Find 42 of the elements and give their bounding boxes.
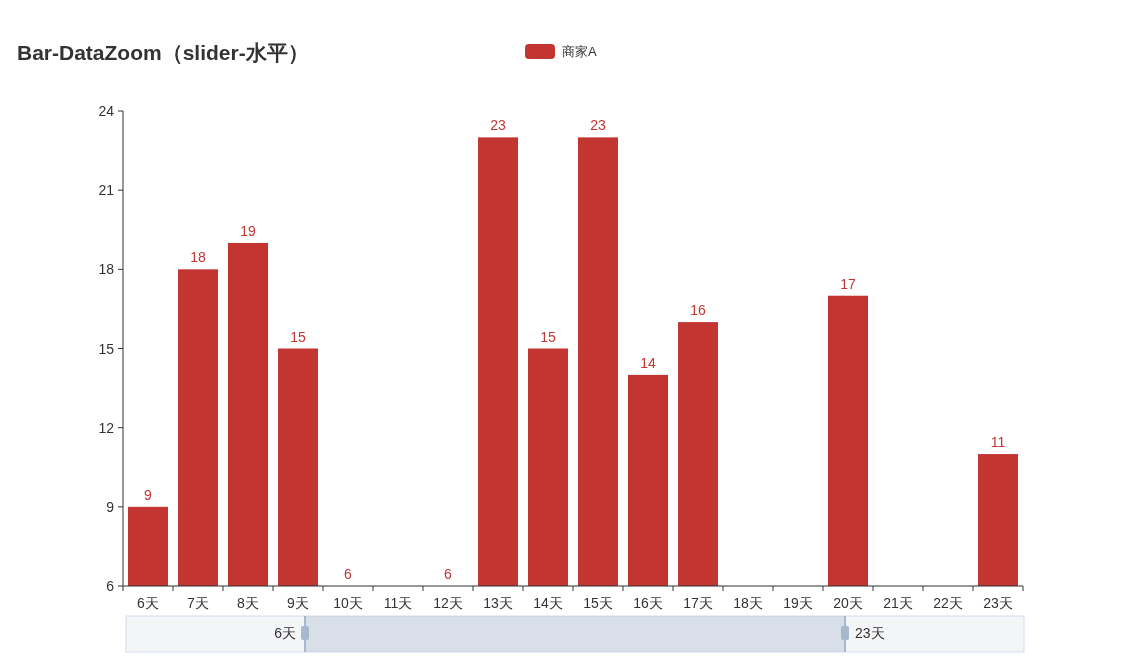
x-tick-label: 19天 (783, 595, 813, 611)
x-tick-label: 12天 (433, 595, 463, 611)
data-label: 15 (290, 328, 306, 345)
x-tick-label: 8天 (237, 595, 259, 611)
data-label: 16 (690, 302, 706, 319)
x-tick-label: 13天 (483, 595, 513, 611)
x-tick-label: 10天 (333, 595, 363, 611)
data-label: 23 (590, 117, 606, 134)
x-tick-label: 17天 (683, 595, 713, 611)
y-tick-label: 21 (98, 182, 115, 199)
y-tick-label: 15 (98, 340, 115, 357)
legend-label: 商家A (562, 44, 597, 59)
y-tick-label: 24 (98, 103, 115, 119)
x-tick-label: 7天 (187, 595, 209, 611)
data-label: 18 (190, 249, 206, 266)
x-tick-label: 21天 (883, 595, 913, 611)
chart-title: Bar-DataZoom（slider-水平） (17, 41, 309, 64)
x-tick-label: 23天 (983, 595, 1013, 611)
x-tick-label: 14天 (533, 595, 563, 611)
y-tick-label: 18 (98, 261, 115, 278)
x-tick-label: 22天 (933, 595, 963, 611)
x-tick-label: 16天 (633, 595, 663, 611)
data-label: 11 (990, 434, 1006, 451)
data-label: 14 (640, 354, 656, 371)
data-label: 9 (144, 486, 153, 503)
x-tick-label: 15天 (583, 595, 613, 611)
data-label: 6 (344, 566, 353, 582)
category-label: 23天 (855, 625, 885, 641)
data-label: 19 (240, 222, 256, 239)
y-tick-label: 12 (98, 419, 115, 436)
x-tick-label: 20天 (833, 595, 863, 611)
x-tick-label: 9天 (287, 595, 309, 611)
y-tick-label: 9 (106, 498, 115, 515)
category-label: 6天 (274, 625, 296, 641)
x-tick-label: 6天 (137, 595, 159, 611)
x-tick-label: 11天 (383, 595, 413, 611)
data-label: 15 (540, 328, 556, 345)
data-label: 6 (444, 566, 453, 582)
y-tick-label: 6 (106, 578, 115, 594)
x-tick-label: 18天 (733, 595, 763, 611)
data-label: 17 (840, 275, 856, 292)
data-label: 23 (490, 117, 506, 134)
